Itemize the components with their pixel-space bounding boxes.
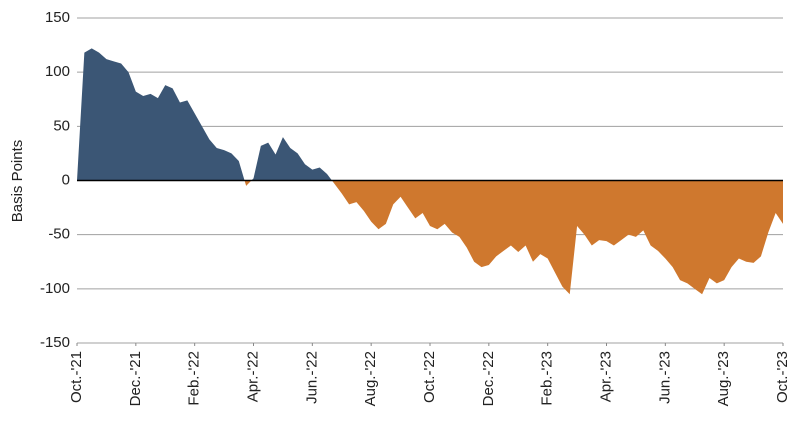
x-tick-label: Dec.-'21 [127, 351, 144, 406]
x-tick-label: Apr.-'23 [597, 351, 614, 402]
x-tick-label: Aug.-'22 [362, 351, 379, 406]
y-axis-label: Basis Points [9, 140, 26, 223]
x-tick-label: Aug.-'23 [715, 351, 732, 406]
x-tick-label: Jun.-'22 [303, 351, 320, 404]
x-tick-label: Apr.-'22 [244, 351, 261, 402]
x-tick-label: Oct.-'23 [774, 351, 791, 403]
y-tick-label: -150 [40, 334, 70, 351]
x-tick-label: Feb.-'23 [539, 351, 556, 406]
x-tick-label: Jun.-'23 [656, 351, 673, 404]
y-tick-label: 100 [45, 63, 70, 80]
y-tick-label: -100 [40, 280, 70, 297]
area [77, 48, 783, 295]
x-tick-label: Feb.-'22 [186, 351, 203, 406]
y-tick-label: -50 [48, 226, 70, 243]
y-tick-label: 150 [45, 9, 70, 26]
y-tick-label: 0 [62, 171, 70, 188]
x-tick-label: Dec.-'22 [480, 351, 497, 406]
x-tick-label: Oct.-'22 [421, 351, 438, 403]
x-tick-label: Oct.-'21 [68, 351, 85, 403]
y-tick-label: 50 [53, 117, 70, 134]
